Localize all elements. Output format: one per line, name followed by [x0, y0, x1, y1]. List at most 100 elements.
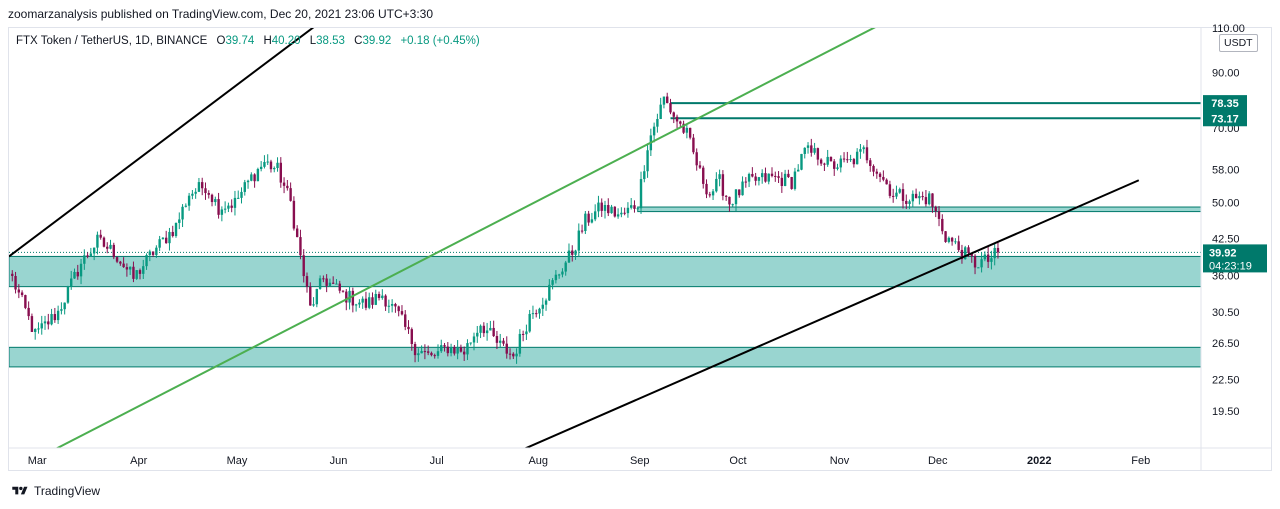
candle [597, 195, 600, 218]
candle [849, 154, 852, 162]
candle-body [636, 208, 639, 210]
candle [531, 305, 535, 319]
candle [426, 345, 430, 356]
candle [751, 167, 754, 178]
candle-body [990, 258, 993, 262]
candle [659, 97, 662, 120]
support-zone-2 [9, 255, 1201, 288]
candle-body [223, 208, 227, 210]
candle-body [548, 284, 551, 301]
candle-body [230, 205, 233, 208]
candle-body [125, 267, 129, 270]
candle-body [322, 278, 325, 280]
candle-body [106, 246, 109, 249]
candle-body [250, 174, 253, 181]
candle-body [898, 189, 901, 193]
candle [927, 191, 931, 206]
candle-body [76, 271, 79, 277]
candle-body [721, 174, 725, 196]
candle [931, 193, 934, 213]
candle [309, 282, 312, 306]
candle-body [813, 148, 816, 153]
candle [148, 249, 152, 262]
candle-body [659, 104, 662, 119]
candle [354, 303, 358, 312]
candle [734, 188, 738, 212]
candle-body [629, 205, 633, 208]
candle [24, 294, 27, 310]
candle [865, 139, 869, 164]
candle [56, 305, 60, 324]
candle-body [610, 206, 613, 214]
support-zone-3 [9, 346, 1201, 368]
candle-body [269, 161, 273, 170]
candle [721, 170, 725, 201]
candle [505, 336, 508, 359]
candle-body [728, 196, 731, 205]
candle-body [957, 241, 960, 250]
candle [593, 204, 597, 222]
candle [184, 203, 188, 208]
candle [544, 298, 548, 311]
candle [276, 157, 279, 172]
candle [472, 332, 476, 351]
candle-body [341, 290, 345, 292]
candle [557, 273, 561, 279]
candle [305, 272, 309, 293]
candle [921, 191, 924, 201]
candle [541, 297, 544, 317]
candle-body [312, 304, 315, 306]
candle-body [682, 123, 685, 133]
candle-body [826, 156, 829, 165]
candle [518, 329, 522, 357]
candle [263, 155, 266, 169]
candle [757, 176, 761, 186]
candle [692, 133, 695, 155]
x-tick-label: May [227, 455, 248, 467]
candle [898, 187, 901, 194]
candle [908, 199, 911, 210]
candle [122, 257, 125, 268]
candle-body [305, 276, 309, 287]
candle [466, 339, 469, 361]
candle [852, 157, 856, 168]
candle [436, 344, 440, 359]
candle-body [381, 295, 384, 299]
candle-body [931, 193, 934, 207]
candle [328, 278, 332, 286]
candle-body [734, 189, 738, 205]
candle-body [325, 278, 328, 286]
x-tick-label: 2022 [1027, 455, 1051, 467]
candle [842, 152, 846, 163]
last-price-label: 39.92 [1209, 247, 1237, 259]
candle-body [50, 314, 53, 325]
candle [449, 343, 453, 357]
candle-body [715, 178, 718, 192]
candle-body [243, 182, 246, 192]
candle-body [535, 313, 538, 315]
currency-button[interactable]: USDT [1219, 34, 1258, 52]
countdown-label: 04:23:19 [1209, 260, 1252, 272]
candle [862, 145, 865, 154]
candle-body [155, 247, 158, 255]
candle-body [711, 191, 715, 196]
candle [603, 200, 607, 219]
candle-body [63, 302, 66, 310]
candle [223, 201, 227, 214]
candle [250, 172, 253, 182]
candle-body [476, 332, 479, 337]
candle-body [836, 167, 839, 169]
candle-body [171, 231, 174, 237]
candle [227, 202, 230, 213]
candle [187, 192, 191, 211]
candle-body [967, 247, 970, 254]
candle [433, 353, 436, 359]
x-tick-label: Sep [630, 455, 650, 467]
candle [666, 92, 669, 104]
open-value: 39.74 [225, 35, 255, 47]
candle [479, 324, 482, 339]
candle-body [754, 176, 757, 181]
candle [351, 287, 355, 313]
candle [341, 290, 345, 293]
